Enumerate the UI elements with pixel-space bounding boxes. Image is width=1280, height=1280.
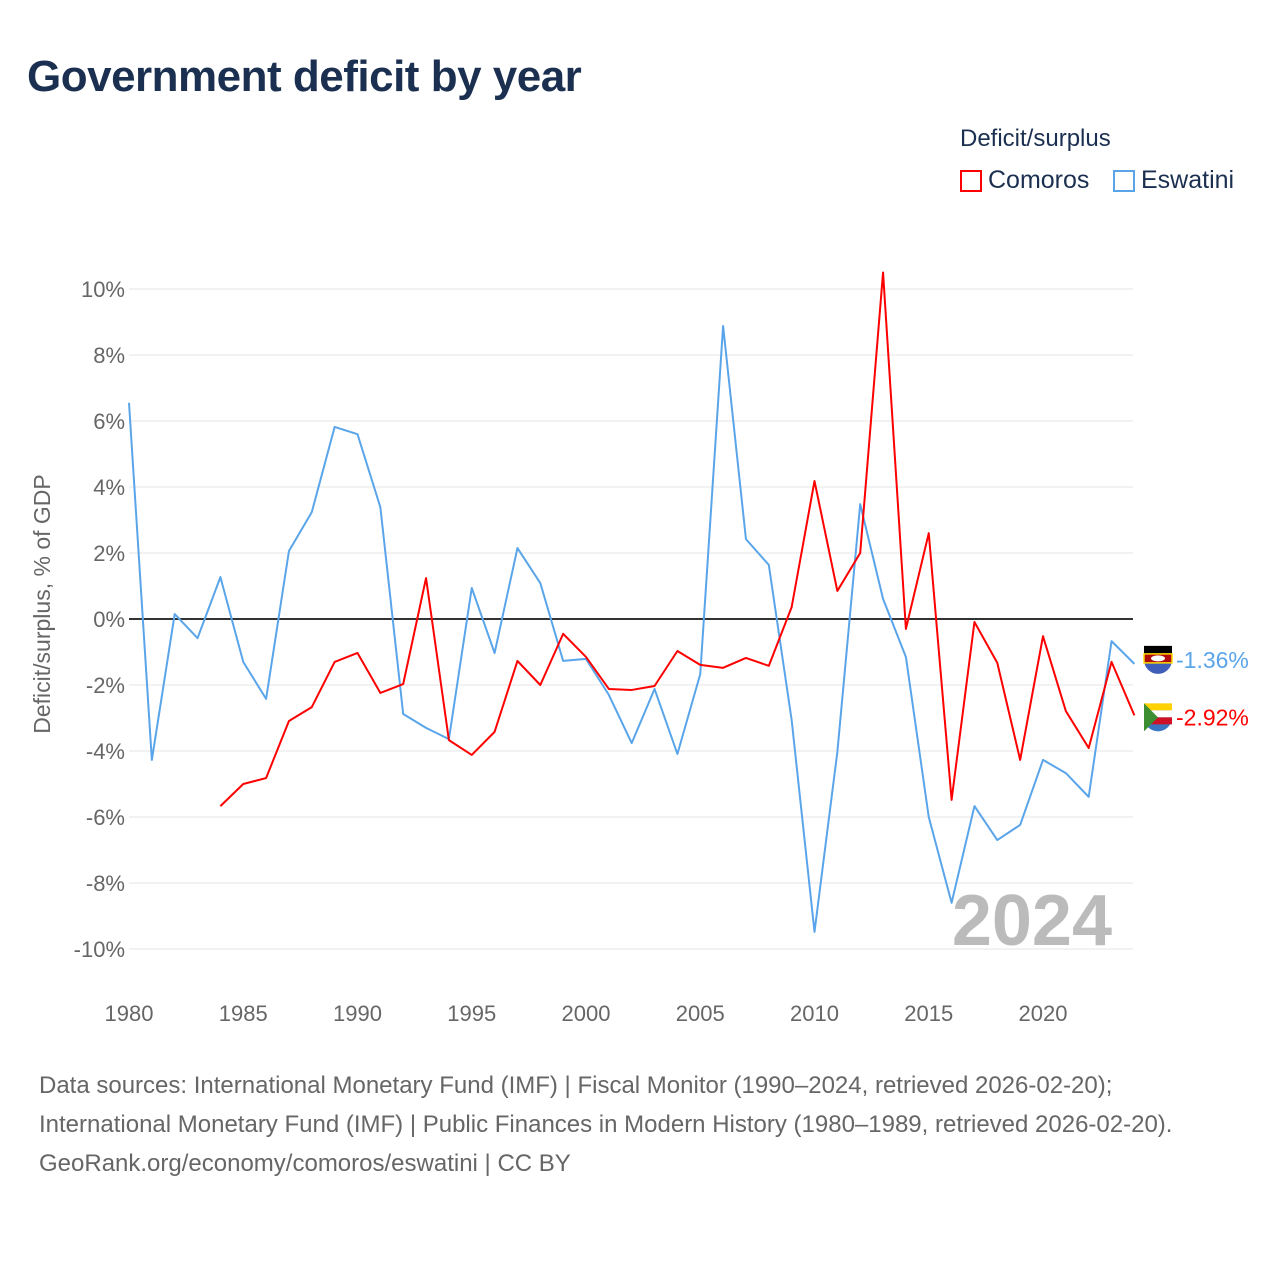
legend-label: Eswatini [1141,166,1235,194]
y-tick-label: -2% [86,673,125,698]
data-sources: Data sources: International Monetary Fun… [39,1072,1173,1138]
page-title: Government deficit by year [27,52,582,101]
x-tick-label: 1980 [105,1001,154,1026]
flag-stripe [1144,645,1172,654]
y-tick-label: 8% [93,343,125,368]
flag-stripe [1144,710,1172,718]
y-axis-label: Deficit/surplus, % of GDP [29,474,55,733]
y-tick-label: -10% [74,937,125,962]
y-tick-label: -4% [86,739,125,764]
legend-swatch [1113,169,1135,192]
legend-title: Deficit/surplus [960,125,1111,152]
year-watermark: 2024 [952,881,1112,961]
flag-stripe [1144,717,1172,725]
x-tick-label: 2005 [676,1001,725,1026]
footer: Data sources: International Monetary Fun… [39,1066,1239,1183]
flag-triangle [1144,703,1158,732]
line-chart: 10% 8% 6% 4% 2% 0% -2% -4% -6% -8% -10% 1980 1985 199… [29,271,1249,1026]
y-tick-label: 10% [81,277,125,302]
legend-swatch [960,169,982,192]
x-tick-label: 2015 [904,1001,953,1026]
legend-label: Comoros [988,166,1090,194]
credit-link[interactable]: GeoRank.org/economy/comoros/eswatini | C… [39,1150,571,1177]
flag-shield [1151,655,1165,662]
x-tick-label: 2010 [790,1001,839,1026]
x-tick-label: 2000 [562,1001,611,1026]
series-line-eswatini [128,324,1136,933]
x-tick-label: 1990 [333,1001,382,1026]
x-tick-label: 1995 [447,1001,496,1026]
x-tick-label: 1985 [219,1001,268,1026]
y-tick-label: 2% [93,541,125,566]
legend-item-eswatini[interactable]: Eswatini [1113,166,1234,195]
flag-stripe [1144,703,1172,711]
y-tick-label: -8% [86,871,125,896]
y-tick-label: 4% [93,475,125,500]
y-tick-label: -6% [86,805,125,830]
y-tick-label: 6% [93,409,125,434]
end-value-label-eswatini: -1.36% [1176,647,1249,673]
series-line-comoros [219,271,1136,807]
y-tick-label: 0% [93,607,125,632]
legend-item-comoros[interactable]: Comoros [960,166,1089,195]
x-tick-label: 2020 [1019,1001,1068,1026]
end-value-label-comoros: -2.92% [1176,704,1249,730]
